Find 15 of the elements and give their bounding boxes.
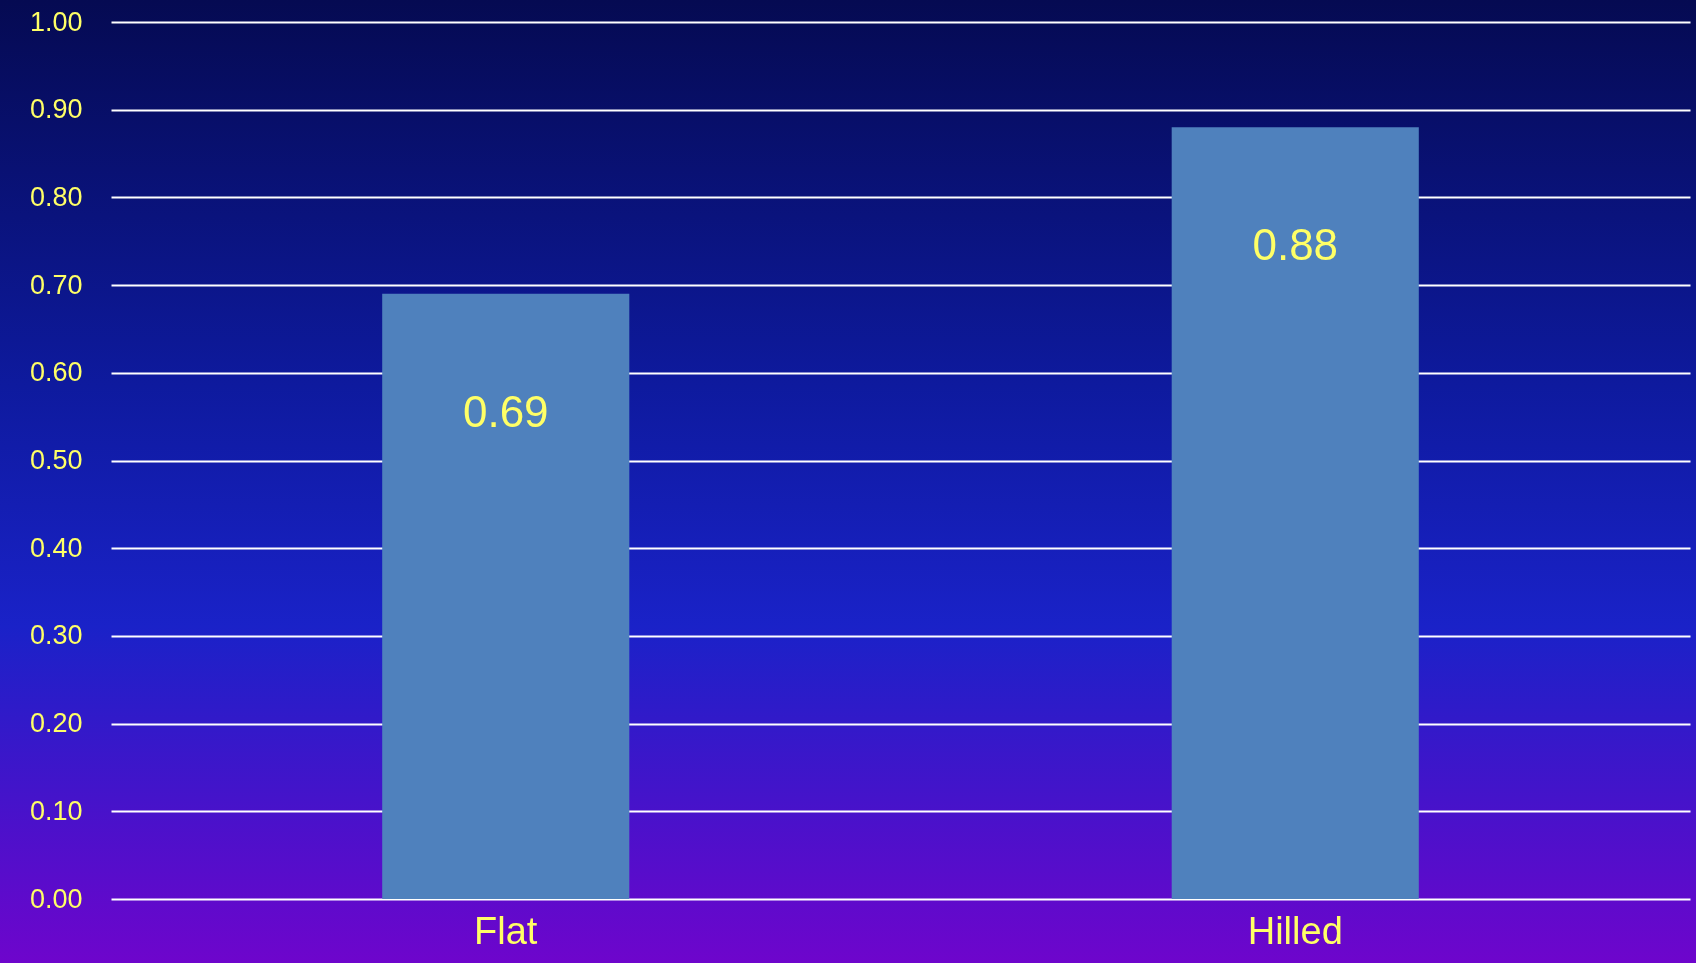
y-tick-label: 0.60 [29,357,83,388]
y-tick-label: 0.10 [29,795,83,826]
y-tick-label: 0.80 [29,181,83,212]
data-label: 0.88 [1252,220,1339,270]
y-tick-label: 0.90 [29,94,83,125]
y-tick-label: 0.70 [29,269,83,300]
y-tick-label: 0.40 [29,532,83,563]
y-tick-label: 0.30 [29,620,83,651]
y-tick-label: 0.50 [29,445,83,475]
x-tick-label: Flat [474,909,538,952]
y-tick-label: 1.00 [29,6,83,37]
y-tick-label: 0.20 [29,708,83,739]
y-tick-label: 0.00 [29,883,83,914]
data-label: 0.69 [462,386,549,436]
x-tick-label: Hilled [1247,909,1343,952]
